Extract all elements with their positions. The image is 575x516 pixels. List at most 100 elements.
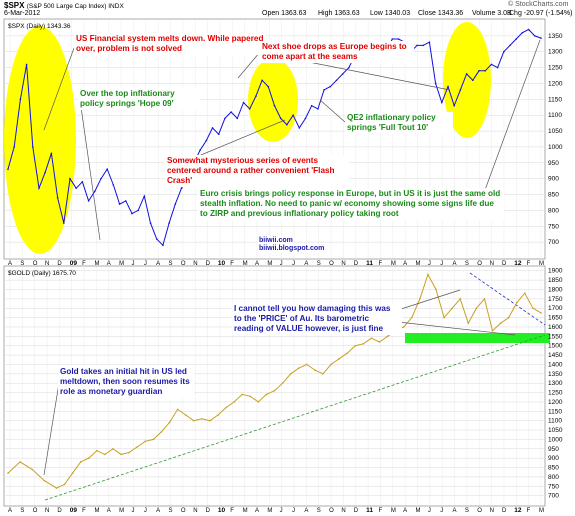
x-tick-label: N xyxy=(45,261,49,267)
data-point xyxy=(120,453,122,456)
data-point xyxy=(112,184,115,186)
data-point xyxy=(93,190,96,193)
x-tick-label: N xyxy=(193,508,197,514)
data-point xyxy=(317,108,319,110)
data-point xyxy=(230,111,232,113)
data-point xyxy=(422,44,425,47)
data-point xyxy=(87,457,90,459)
data-point xyxy=(225,406,227,409)
y-tick-label: 1200 xyxy=(548,399,563,406)
data-point xyxy=(281,382,284,384)
x-tick-label: S xyxy=(317,508,321,514)
data-point xyxy=(87,200,90,202)
x-tick-label: N xyxy=(341,508,345,514)
x-tick-label: M xyxy=(94,261,99,267)
x-tick-label: D xyxy=(502,261,507,267)
data-point xyxy=(304,117,307,120)
data-point xyxy=(521,31,524,34)
data-point xyxy=(43,479,46,482)
annotation-hope09: Over the top inflationary policy springs… xyxy=(78,88,200,110)
x-tick-label: J xyxy=(440,261,443,267)
data-point xyxy=(81,181,84,183)
annotation-gold-meltdown: Gold takes an initial hit in US led melt… xyxy=(58,366,194,398)
y-tick-label: 1200 xyxy=(548,80,563,87)
x-tick-label: N xyxy=(341,261,345,267)
x-tick-label: F xyxy=(230,261,234,267)
x-tick-label: J xyxy=(428,508,431,514)
x-tick-label: A xyxy=(304,508,308,514)
annotation-qe2: QE2 inflationary policy springs 'Full To… xyxy=(345,112,453,134)
data-point xyxy=(55,487,58,489)
data-point xyxy=(224,117,226,120)
data-point xyxy=(509,44,511,47)
x-tick-label: 09 xyxy=(70,507,78,514)
y-tick-label: 1150 xyxy=(548,408,562,415)
x-tick-label: A xyxy=(8,508,12,514)
x-tick-label: D xyxy=(502,508,507,514)
data-point xyxy=(362,343,365,345)
spx-legend: $SPX (Daily) 1343.36 xyxy=(8,23,71,30)
data-point xyxy=(261,79,263,82)
x-tick-label: J xyxy=(440,508,443,514)
data-point xyxy=(459,89,462,91)
x-tick-label: M xyxy=(267,261,272,267)
x-tick-label: A xyxy=(107,261,111,267)
x-tick-label: 12 xyxy=(514,507,522,514)
stockcharts-credit: © StockCharts.com xyxy=(508,1,569,8)
data-point xyxy=(205,139,208,142)
x-tick-label: F xyxy=(378,261,382,267)
y-tick-label: 1250 xyxy=(548,390,563,397)
data-point xyxy=(217,414,219,416)
y-tick-label: 1250 xyxy=(548,65,563,72)
x-tick-label: M xyxy=(243,261,248,267)
data-point xyxy=(534,35,536,37)
data-point xyxy=(118,203,121,205)
data-point xyxy=(515,301,518,304)
x-tick-label: M xyxy=(391,261,396,267)
data-point xyxy=(96,449,98,452)
ohlc-close: Close 1343.36 xyxy=(418,10,464,17)
x-tick-label: A xyxy=(255,261,259,267)
annotation-europe: Next shoe drops as Europe begins to come… xyxy=(260,41,414,63)
data-point xyxy=(496,66,499,69)
x-tick-label: M xyxy=(119,261,124,267)
data-point xyxy=(75,187,77,189)
y-tick-label: 1400 xyxy=(548,361,563,368)
data-point xyxy=(104,453,106,456)
x-tick-label: D xyxy=(206,261,211,267)
data-point xyxy=(532,307,534,310)
data-point xyxy=(419,298,421,300)
data-point xyxy=(176,408,179,411)
data-point xyxy=(79,461,82,463)
biiwii-blog-link[interactable]: biiwii.blogspot.com xyxy=(258,245,326,253)
x-tick-label: S xyxy=(317,261,321,267)
x-tick-label: 11 xyxy=(366,507,373,514)
y-tick-label: 1300 xyxy=(548,49,563,56)
x-tick-label: D xyxy=(354,261,359,267)
y-tick-label: 950 xyxy=(548,446,559,453)
spx-y-axis: 700 750 800 850 900 950 1000 1050 1100 1150 1200 12… xyxy=(548,33,563,246)
biiwii-link[interactable]: biiwii.com xyxy=(258,237,294,245)
data-point xyxy=(322,373,324,375)
data-point xyxy=(7,168,9,170)
data-point xyxy=(378,341,381,343)
x-tick-label: A xyxy=(403,261,407,267)
chart-date: 6-Mar-2012 xyxy=(4,10,41,17)
data-point xyxy=(428,41,431,44)
y-tick-label: 1800 xyxy=(548,286,563,293)
data-point xyxy=(184,414,187,416)
y-tick-label: 1550 xyxy=(548,333,563,340)
data-point xyxy=(236,117,239,120)
data-point xyxy=(152,438,155,441)
data-point xyxy=(443,316,445,319)
x-tick-label: O xyxy=(181,261,186,267)
data-point xyxy=(478,69,480,72)
y-tick-label: 1100 xyxy=(548,112,562,119)
data-point xyxy=(273,389,276,392)
x-tick-label: M xyxy=(94,508,99,514)
y-tick-label: 1750 xyxy=(548,296,563,303)
x-tick-label: J xyxy=(292,261,295,267)
y-tick-label: 950 xyxy=(548,160,559,167)
y-tick-label: 1850 xyxy=(548,277,563,284)
data-point xyxy=(31,146,34,148)
